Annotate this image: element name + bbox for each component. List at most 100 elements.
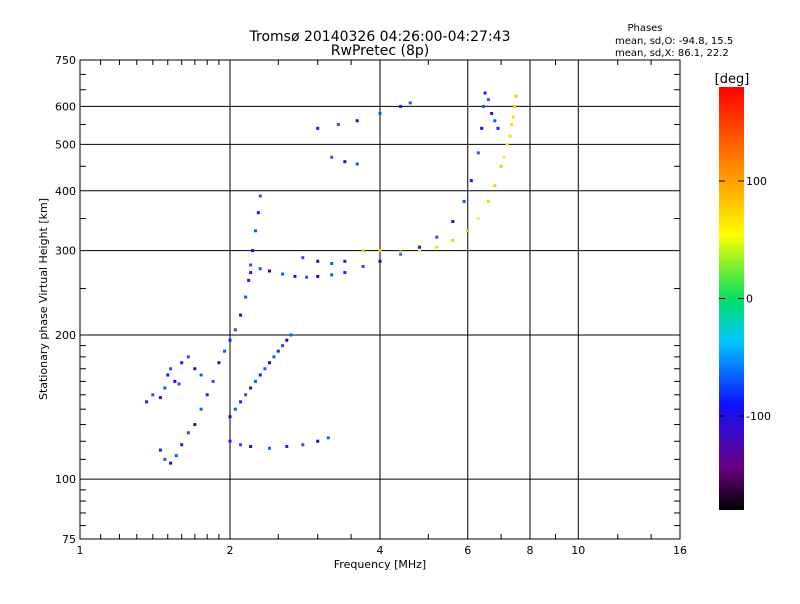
data-point [253, 229, 257, 233]
y-tick-label: 750 [55, 54, 76, 67]
data-point [301, 256, 305, 260]
data-point [177, 382, 181, 386]
x-tick-label: 2 [227, 544, 234, 557]
data-point [408, 101, 412, 105]
data-point [205, 393, 209, 397]
data-point [249, 444, 253, 448]
data-point [378, 111, 382, 115]
data-point [169, 461, 173, 465]
colorbar-tick-label: -100 [746, 410, 771, 423]
data-point [186, 431, 190, 435]
x-tick-label: 8 [527, 544, 534, 557]
data-point [330, 273, 334, 277]
data-point [336, 123, 340, 127]
data-point [399, 250, 403, 254]
data-point [476, 217, 480, 221]
data-point [253, 379, 257, 383]
y-tick-label: 300 [55, 245, 76, 258]
data-point [267, 361, 271, 365]
data-point [343, 259, 347, 263]
data-point [505, 142, 509, 146]
data-point [239, 443, 243, 447]
data-point [378, 259, 382, 263]
data-point [399, 252, 403, 256]
data-point [228, 415, 232, 419]
colorbar-ticks: 100 0 -100 [719, 175, 771, 423]
data-point [355, 162, 359, 166]
data-point [502, 155, 506, 159]
colorbar-tick-label: 0 [746, 293, 753, 306]
data-point [469, 179, 473, 183]
data-point [272, 355, 276, 359]
data-point [256, 211, 260, 215]
data-point [486, 98, 490, 102]
data-point [163, 386, 167, 390]
data-point [258, 194, 262, 198]
phases-title: Phases [627, 23, 662, 34]
x-tick-label: 6 [464, 544, 471, 557]
data-point [343, 160, 347, 164]
data-point [217, 361, 221, 365]
data-point [249, 386, 253, 390]
data-point [249, 263, 253, 267]
data-point [169, 367, 173, 371]
x-axis-label: Frequency [MHz] [334, 558, 426, 571]
data-point [399, 104, 403, 108]
data-point [486, 199, 490, 203]
data-point [493, 184, 497, 188]
data-point [199, 373, 203, 377]
data-point [316, 259, 320, 263]
data-point [180, 443, 184, 447]
y-tick-label: 200 [55, 329, 76, 342]
data-point [496, 126, 500, 130]
data-point [247, 278, 251, 282]
chart-subtitle: RwPretec (8p) [331, 43, 429, 59]
data-point [267, 446, 271, 450]
colorbar-label: [deg] [715, 72, 750, 87]
data-point [305, 275, 309, 279]
data-point [289, 333, 293, 337]
data-points [145, 91, 518, 465]
data-point [193, 423, 197, 427]
data-point [251, 249, 255, 253]
data-point [211, 379, 215, 383]
data-point [316, 274, 320, 278]
data-point [285, 444, 289, 448]
data-point [145, 400, 149, 404]
data-point [199, 407, 203, 411]
data-point [316, 126, 320, 130]
data-point [476, 151, 480, 155]
x-tick-label: 16 [673, 544, 687, 557]
phases-x-stats: mean, sd,X: 86.1, 22.2 [615, 48, 729, 59]
data-point [173, 379, 177, 383]
y-tick-label: 75 [62, 533, 76, 546]
data-point [343, 271, 347, 275]
data-point [186, 355, 190, 359]
data-point [151, 393, 155, 397]
data-point [316, 439, 320, 443]
y-tick-label: 100 [55, 473, 76, 486]
x-tick-label: 4 [377, 544, 384, 557]
data-point [513, 104, 517, 108]
data-point [263, 367, 267, 371]
data-point [499, 164, 503, 168]
data-point [258, 267, 262, 271]
data-point [249, 271, 253, 275]
data-point [239, 313, 243, 317]
data-point [326, 436, 330, 440]
data-point [361, 264, 365, 268]
data-point [276, 349, 280, 353]
chart-title: Tromsø 20140326 04:26:00-04:27:43 [249, 29, 511, 45]
data-point [174, 454, 178, 458]
data-point [330, 261, 334, 265]
data-point [239, 400, 243, 404]
data-point [490, 111, 494, 115]
data-point [244, 393, 248, 397]
data-point [267, 269, 271, 273]
data-point [233, 328, 237, 332]
data-point [417, 245, 421, 249]
y-tick-label: 600 [55, 100, 76, 113]
colorbar-tick-label: 100 [746, 175, 767, 188]
data-point [451, 238, 455, 242]
